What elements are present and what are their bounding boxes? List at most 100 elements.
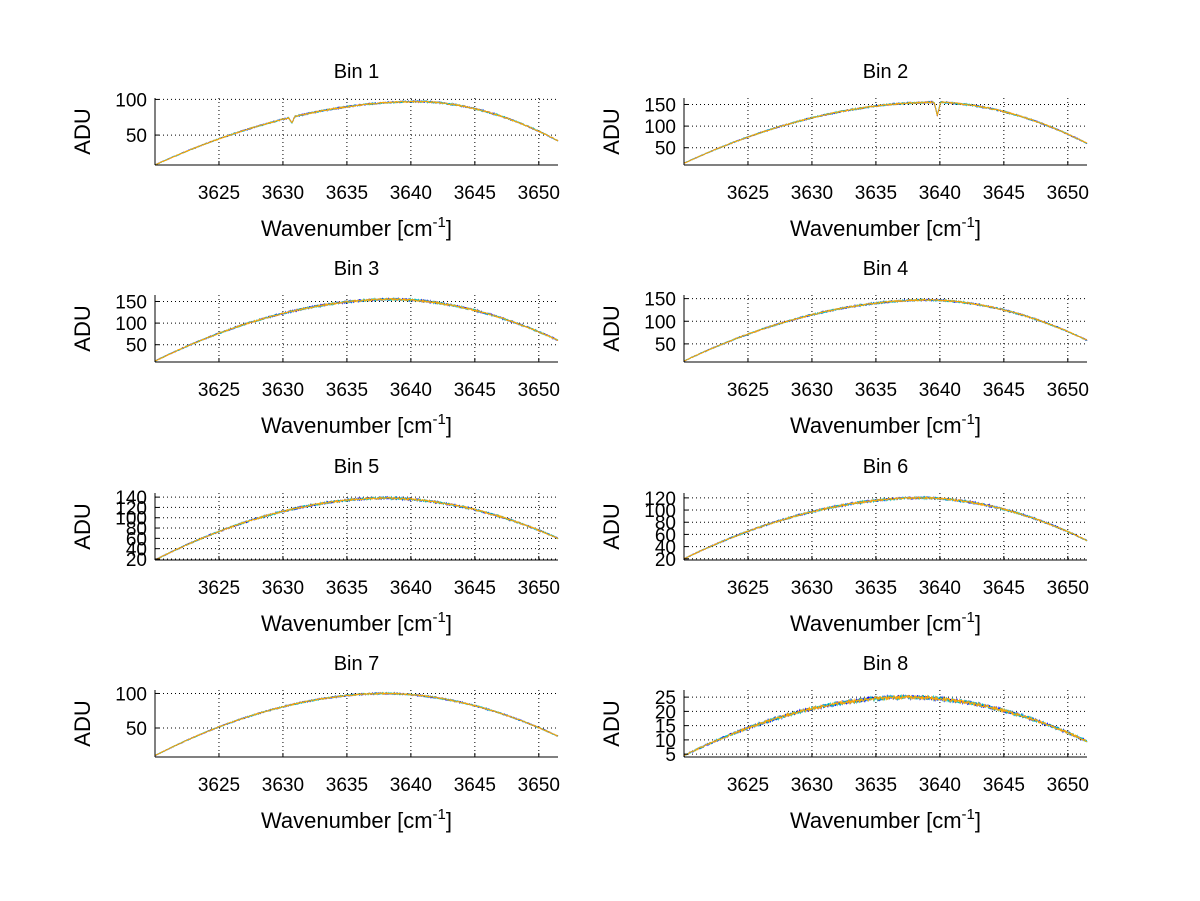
- series-line: [154, 691, 559, 757]
- x-tick-label: 3635: [326, 380, 368, 401]
- y-tick-label: 50: [126, 126, 147, 147]
- y-axis-label: ADU: [70, 305, 95, 351]
- x-tick-label: 3625: [198, 775, 240, 796]
- x-tick-label: 3650: [1047, 775, 1089, 796]
- x-axis-label: Wavenumber [cm-1]: [261, 609, 452, 636]
- x-tick-label: 3630: [262, 380, 304, 401]
- x-tick-label: 3625: [198, 578, 240, 599]
- x-tick-label: 3635: [326, 183, 368, 204]
- series-line: [683, 298, 1088, 362]
- x-tick-label: 3630: [262, 775, 304, 796]
- y-tick-label: 20: [126, 550, 147, 571]
- subplot-title: Bin 8: [863, 653, 909, 675]
- series-line: [683, 100, 1088, 164]
- subplot-title: Bin 2: [863, 61, 909, 83]
- x-tick-label: 3650: [1047, 183, 1089, 204]
- y-tick-label: 50: [655, 335, 676, 356]
- x-tick-label: 3645: [454, 380, 496, 401]
- x-tick-label: 3635: [326, 578, 368, 599]
- x-tick-label: 3625: [727, 578, 769, 599]
- series-line: [154, 496, 559, 561]
- x-tick-label: 3645: [983, 183, 1025, 204]
- y-axis-label: ADU: [70, 108, 95, 154]
- x-axis-label-suffix: ]: [446, 413, 452, 438]
- y-tick-label: 20: [655, 702, 676, 723]
- x-tick-label: 3650: [1047, 578, 1089, 599]
- subplot-6: Bin 6 3625 3630 3635 3640 3645 3650 20406080100…: [599, 456, 1089, 636]
- y-tick-label: 120: [115, 498, 147, 519]
- y-tick-label: 5: [665, 745, 676, 766]
- subplot-1: Bin 1 3625 3630 3635 3640 3645 3650 50 100 Wavenu…: [70, 61, 560, 241]
- series-line: [683, 100, 1088, 164]
- x-tick-label: 3630: [791, 578, 833, 599]
- series-line: [154, 691, 559, 757]
- y-axis-label: ADU: [70, 503, 95, 549]
- y-tick-label: 150: [644, 290, 676, 311]
- series-line: [154, 297, 559, 362]
- x-tick-label: 3635: [855, 183, 897, 204]
- x-tick-label: 3645: [983, 775, 1025, 796]
- x-tick-label: 3640: [390, 380, 432, 401]
- x-tick-label: 3630: [262, 578, 304, 599]
- x-tick-label: 3645: [454, 578, 496, 599]
- subplot-title: Bin 5: [334, 456, 380, 478]
- x-axis-label: Wavenumber [cm-1]: [261, 214, 452, 241]
- y-tick-label: 60: [655, 525, 676, 546]
- y-tick-label: 100: [115, 90, 147, 111]
- x-axis-label-sup: -1: [962, 806, 975, 823]
- x-axis-label: Wavenumber [cm-1]: [790, 609, 981, 636]
- x-tick-label: 3650: [518, 380, 560, 401]
- x-axis-label-sup: -1: [962, 609, 975, 626]
- x-tick-label: 3630: [791, 380, 833, 401]
- series-line: [154, 100, 559, 166]
- x-tick-label: 3635: [855, 578, 897, 599]
- y-tick-label: 100: [644, 117, 676, 138]
- y-tick-label: 120: [644, 489, 676, 510]
- subplot-title: Bin 7: [334, 653, 380, 675]
- x-tick-label: 3640: [919, 380, 961, 401]
- series-line: [683, 495, 1088, 560]
- x-axis-label-main: Wavenumber [cm: [790, 808, 962, 833]
- x-tick-label: 3630: [791, 775, 833, 796]
- x-axis-label: Wavenumber [cm-1]: [790, 806, 981, 833]
- y-axis-label: ADU: [599, 700, 624, 746]
- y-tick-label: 140: [115, 488, 147, 509]
- y-tick-label: 150: [115, 292, 147, 313]
- x-axis-label-main: Wavenumber [cm: [261, 216, 433, 241]
- x-tick-label: 3640: [919, 183, 961, 204]
- x-axis-label-suffix: ]: [975, 611, 981, 636]
- x-axis-label-main: Wavenumber [cm: [261, 808, 433, 833]
- y-axis-label: ADU: [599, 108, 624, 154]
- y-tick-label: 15: [655, 717, 676, 738]
- x-tick-label: 3645: [983, 380, 1025, 401]
- subplot-title: Bin 4: [863, 258, 909, 280]
- x-tick-label: 3625: [727, 775, 769, 796]
- x-axis-label-sup: -1: [433, 214, 446, 231]
- x-tick-label: 3645: [454, 775, 496, 796]
- x-axis-label-main: Wavenumber [cm: [261, 413, 433, 438]
- y-tick-label: 25: [655, 688, 676, 709]
- x-axis-label-suffix: ]: [446, 808, 452, 833]
- series-line: [683, 298, 1088, 362]
- y-tick-label: 100: [115, 684, 147, 705]
- series-line: [154, 297, 559, 362]
- x-tick-label: 3630: [262, 183, 304, 204]
- x-axis-label-suffix: ]: [446, 611, 452, 636]
- x-axis-label-sup: -1: [962, 214, 975, 231]
- x-tick-label: 3635: [855, 775, 897, 796]
- x-axis-label-sup: -1: [433, 411, 446, 428]
- x-axis-label-main: Wavenumber [cm: [790, 216, 962, 241]
- series-line: [683, 298, 1088, 362]
- x-axis-label: Wavenumber [cm-1]: [790, 214, 981, 241]
- series-line: [683, 694, 1088, 757]
- subplot-title: Bin 1: [334, 61, 380, 83]
- x-tick-label: 3625: [727, 380, 769, 401]
- y-tick-label: 50: [655, 139, 676, 160]
- y-tick-label: 40: [655, 538, 676, 559]
- y-tick-label: 60: [126, 529, 147, 550]
- y-tick-label: 50: [126, 336, 147, 357]
- subplot-title: Bin 3: [334, 258, 380, 280]
- x-tick-label: 3640: [390, 578, 432, 599]
